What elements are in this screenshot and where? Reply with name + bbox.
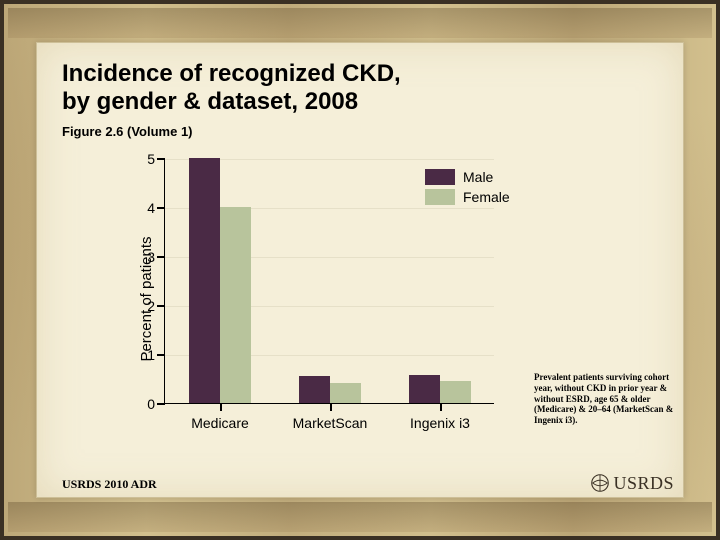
y-tick-label: 4	[137, 200, 155, 216]
y-tick-label: 3	[137, 249, 155, 265]
chart-plot: MaleFemale 012345MedicareMarketScanIngen…	[164, 159, 494, 404]
y-tick-label: 1	[137, 347, 155, 363]
bar-male	[409, 375, 440, 403]
legend-swatch	[425, 189, 455, 205]
y-tick	[157, 207, 165, 209]
legend-swatch	[425, 169, 455, 185]
x-tick	[330, 403, 332, 411]
legend-row: Female	[425, 189, 510, 205]
title-line-2: by gender & dataset, 2008	[62, 88, 358, 115]
x-tick-label: Ingenix i3	[410, 415, 470, 431]
y-tick-label: 2	[137, 298, 155, 314]
legend-row: Male	[425, 169, 510, 185]
bar-female	[440, 381, 471, 403]
title-line-1: Incidence of recognized CKD,	[62, 60, 401, 87]
x-tick-label: Medicare	[191, 415, 249, 431]
footer-source: USRDS 2010 ADR	[62, 477, 157, 492]
bar-female	[330, 383, 361, 403]
chart-area: Percent of patients MaleFemale 012345Med…	[124, 159, 544, 439]
legend-label: Male	[463, 169, 493, 185]
slide-outer-frame: Incidence of recognized CKD, by gender &…	[0, 0, 720, 540]
legend-label: Female	[463, 189, 510, 205]
y-tick	[157, 403, 165, 405]
y-tick	[157, 158, 165, 160]
y-tick-label: 5	[137, 151, 155, 167]
y-tick	[157, 305, 165, 307]
x-tick	[440, 403, 442, 411]
x-tick-label: MarketScan	[293, 415, 368, 431]
x-tick	[220, 403, 222, 411]
methodology-note: Prevalent patients surviving cohort year…	[534, 372, 674, 426]
decorative-top-strip	[8, 8, 712, 38]
slide-subtitle: Figure 2.6 (Volume 1)	[62, 124, 193, 139]
slide-title: Incidence of recognized CKD, by gender &…	[62, 60, 401, 115]
y-tick-label: 0	[137, 396, 155, 412]
usrds-logo: USRDS	[589, 472, 674, 494]
logo-mark-icon	[589, 472, 611, 494]
bar-female	[220, 207, 251, 403]
bar-male	[189, 158, 220, 403]
y-tick	[157, 354, 165, 356]
chart-legend: Male Female	[425, 169, 510, 209]
decorative-bottom-strip	[8, 502, 712, 532]
logo-text: USRDS	[613, 473, 674, 494]
y-tick	[157, 256, 165, 258]
bar-male	[299, 376, 330, 403]
